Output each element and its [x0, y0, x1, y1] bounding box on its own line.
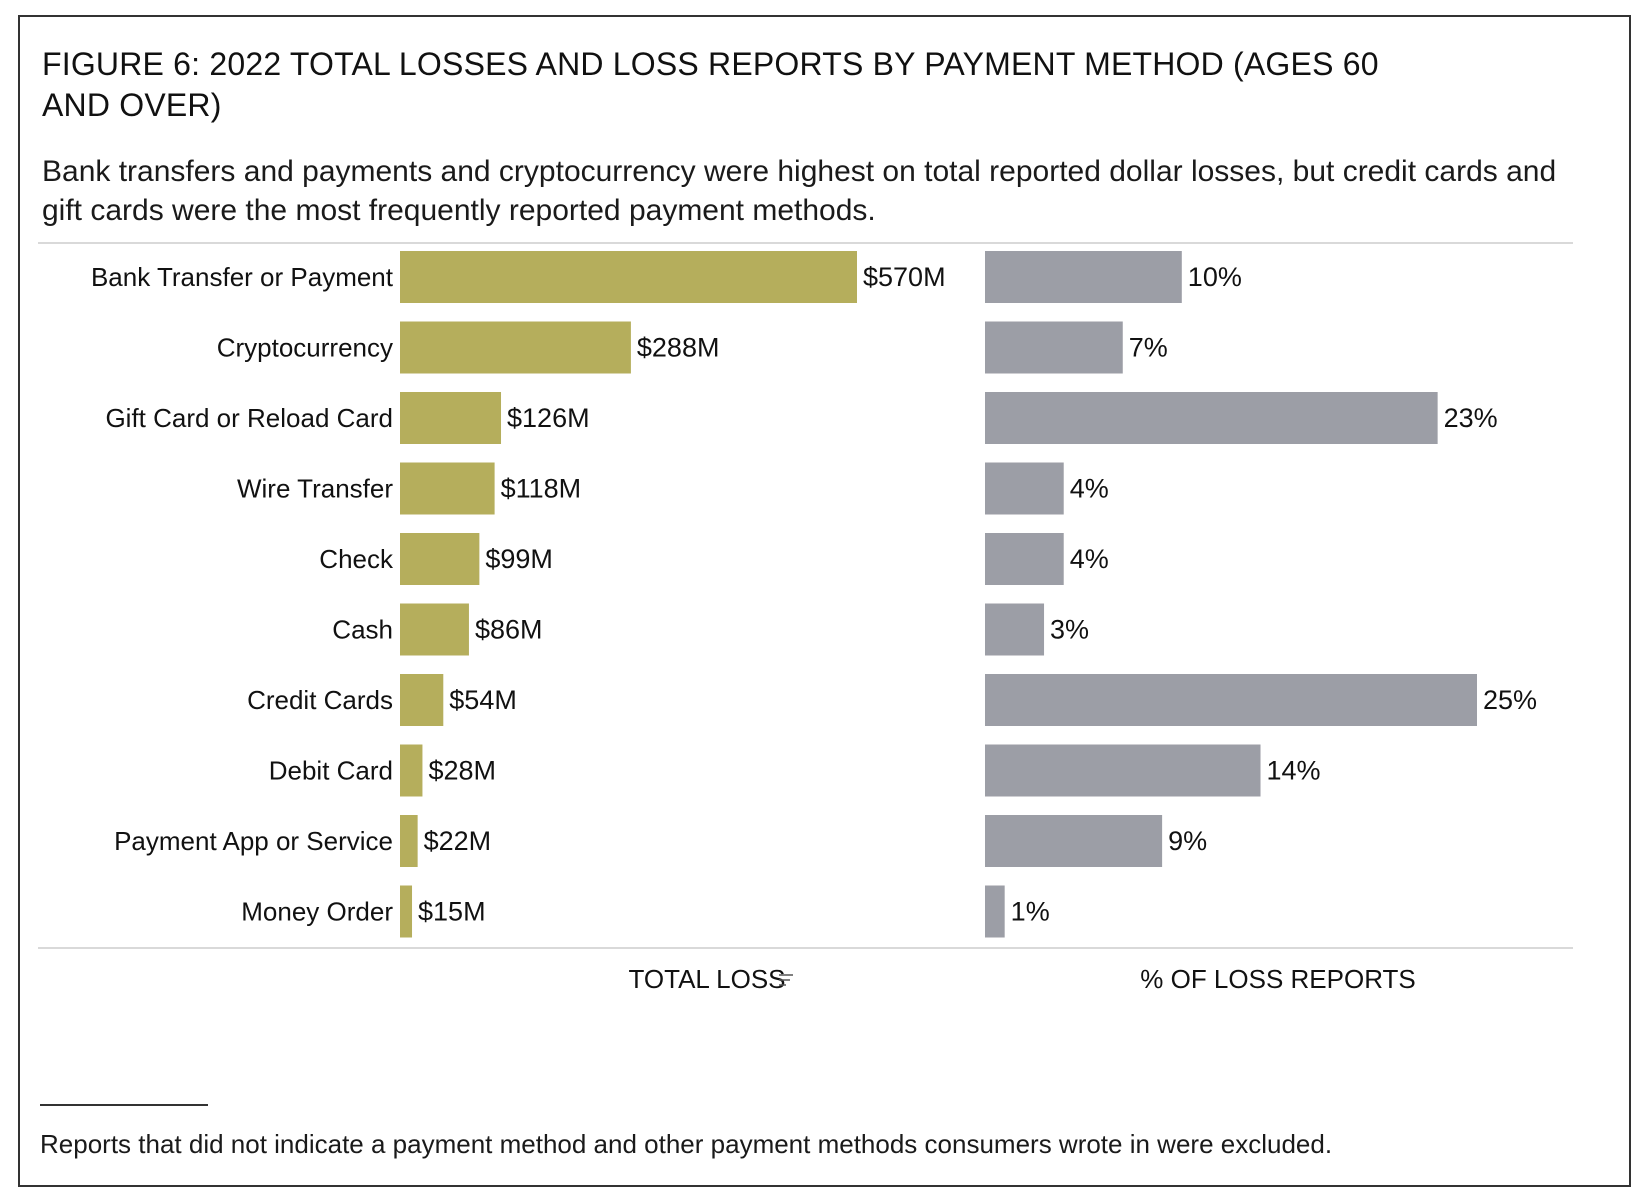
- loss-reports-value-label: 4%: [1070, 544, 1109, 574]
- loss-reports-bar: [985, 321, 1123, 374]
- total-loss-bar: [400, 885, 413, 938]
- footnote-rule: [40, 1104, 208, 1106]
- category-label: Bank Transfer or Payment: [91, 262, 394, 292]
- loss-reports-axis-title: % OF LOSS REPORTS: [1140, 964, 1415, 994]
- total-loss-value-label: $99M: [485, 544, 553, 574]
- category-label: Cryptocurrency: [217, 333, 393, 363]
- total-loss-bar: [400, 533, 480, 585]
- total-loss-series: $570M $288M $126M $118M $99M $86M $54M $28M $22M…: [400, 251, 946, 938]
- total-loss-value-label: $118M: [501, 474, 582, 504]
- loss-reports-value-label: 23%: [1444, 403, 1498, 433]
- category-label: Gift Card or Reload Card: [105, 403, 393, 433]
- loss-reports-value-label: 14%: [1267, 756, 1321, 786]
- total-loss-bar: [400, 815, 418, 867]
- loss-reports-bar: [985, 815, 1163, 867]
- total-loss-value-label: $28M: [428, 756, 496, 786]
- total-loss-value-label: $126M: [507, 403, 590, 433]
- loss-reports-value-label: 10%: [1188, 262, 1242, 292]
- total-loss-bar: [400, 321, 631, 374]
- figure-frame: [18, 15, 1631, 1187]
- loss-reports-bar: [985, 392, 1438, 444]
- loss-reports-value-label: 9%: [1168, 826, 1207, 856]
- category-label: Money Order: [241, 897, 393, 927]
- category-label: Credit Cards: [247, 685, 393, 715]
- total-loss-bar: [400, 251, 857, 303]
- loss-reports-value-label: 1%: [1011, 897, 1050, 927]
- loss-reports-bar: [985, 533, 1064, 585]
- category-label: Wire Transfer: [237, 474, 393, 504]
- loss-reports-bar: [985, 251, 1182, 303]
- total-loss-bar: [400, 744, 423, 797]
- total-loss-value-label: $15M: [418, 897, 486, 927]
- loss-reports-value-label: 7%: [1129, 333, 1168, 363]
- category-label: Check: [319, 544, 394, 574]
- loss-reports-bar: [985, 603, 1045, 656]
- loss-reports-bar: [985, 462, 1064, 515]
- loss-reports-value-label: 4%: [1070, 474, 1109, 504]
- total-loss-axis-title: TOTAL LOSS: [628, 964, 785, 994]
- sort-icon: [779, 974, 793, 986]
- total-loss-value-label: $288M: [637, 333, 720, 363]
- loss-reports-bar: [985, 744, 1261, 797]
- total-loss-bar: [400, 674, 444, 726]
- total-loss-value-label: $54M: [449, 685, 517, 715]
- total-loss-value-label: $22M: [424, 826, 492, 856]
- figure-subtitle: Bank transfers and payments and cryptocu…: [42, 155, 1557, 227]
- category-label: Cash: [332, 615, 393, 645]
- loss-reports-value-label: 3%: [1050, 615, 1089, 645]
- total-loss-bar: [400, 462, 495, 515]
- total-loss-bar: [400, 392, 502, 444]
- figure-title: FIGURE 6: 2022 TOTAL LOSSES AND LOSS REP…: [42, 46, 1379, 123]
- total-loss-value-label: $570M: [863, 262, 946, 292]
- loss-reports-bar: [985, 885, 1005, 938]
- total-loss-bar: [400, 603, 469, 656]
- category-axis: Bank Transfer or Payment Cryptocurrency Gi…: [91, 262, 394, 927]
- loss-reports-bar: [985, 674, 1477, 726]
- total-loss-value-label: $86M: [475, 615, 543, 645]
- loss-reports-value-label: 25%: [1483, 685, 1537, 715]
- category-label: Debit Card: [269, 756, 393, 786]
- loss-reports-series: 10% 7% 23% 4% 4% 3% 25% 14% 9% 1%: [985, 251, 1537, 938]
- category-label: Payment App or Service: [114, 826, 393, 856]
- footnote: Reports that did not indicate a payment …: [40, 1129, 1333, 1159]
